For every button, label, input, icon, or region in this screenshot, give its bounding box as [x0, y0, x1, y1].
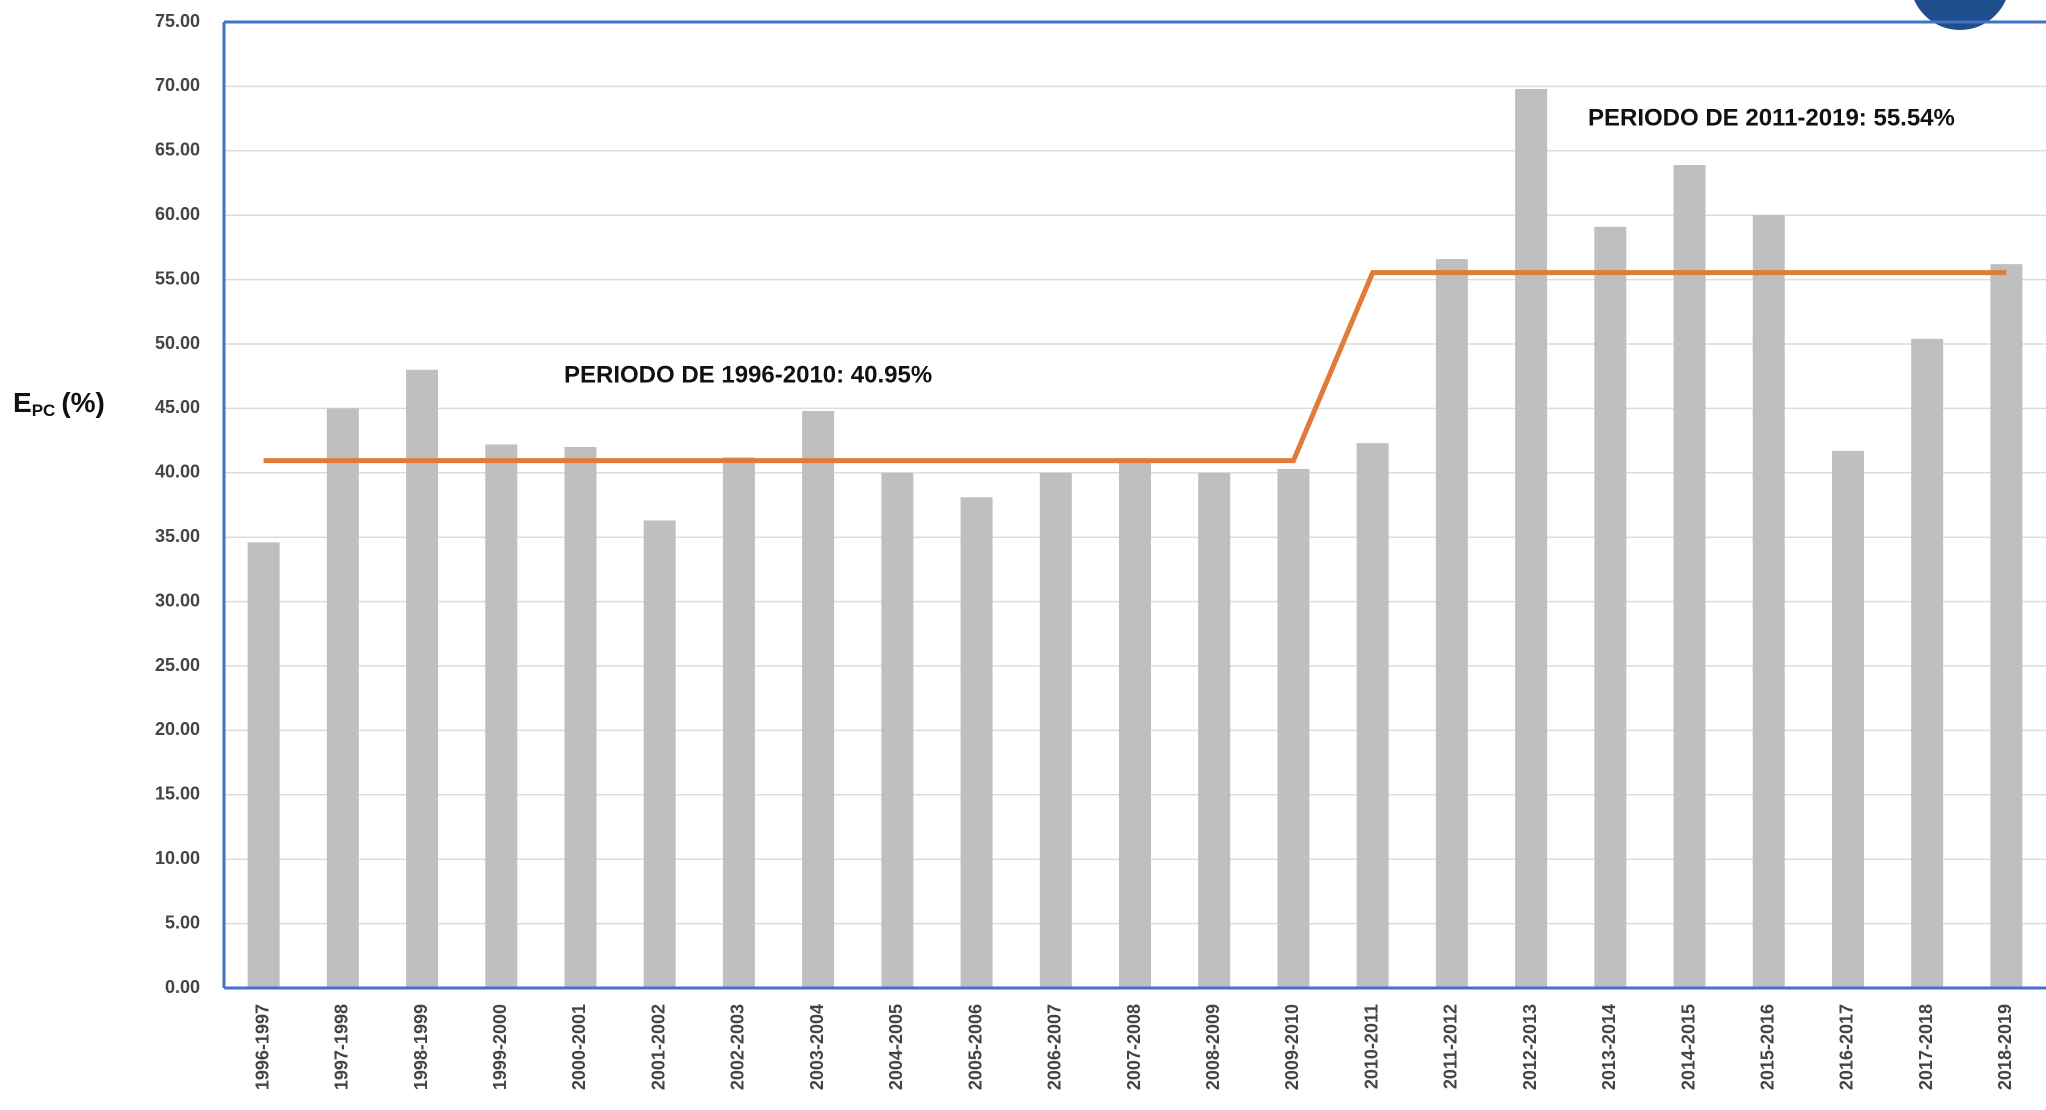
y-tick-label: 15.00 — [155, 784, 200, 804]
logo — [1914, 0, 2006, 30]
y-tick-label: 20.00 — [155, 719, 200, 739]
bar — [1752, 215, 1785, 988]
bar — [881, 472, 914, 988]
y-tick-label: 65.00 — [155, 140, 200, 160]
x-tick-label: 2003-2004 — [807, 1004, 827, 1090]
y-tick-label: 75.00 — [155, 11, 200, 31]
x-tick-label: 2012-2013 — [1520, 1004, 1540, 1090]
y-tick-label: 55.00 — [155, 268, 200, 288]
x-tick-label: 2010-2011 — [1361, 1004, 1381, 1089]
bar — [1039, 472, 1072, 988]
x-tick-label: 2017-2018 — [1916, 1004, 1936, 1090]
bar — [1198, 472, 1231, 988]
x-tick-label: 2007-2008 — [1124, 1004, 1144, 1090]
y-tick-label: 60.00 — [155, 204, 200, 224]
bar — [802, 410, 835, 988]
y-tick-label: 70.00 — [155, 75, 200, 95]
bar — [722, 457, 755, 988]
bar — [1515, 88, 1548, 988]
x-tick-label: 2018-2019 — [1995, 1004, 2015, 1090]
x-tick-label: 2015-2016 — [1757, 1004, 1777, 1090]
y-label-sub: PC — [32, 401, 56, 420]
x-tick-label: 1998-1999 — [411, 1004, 431, 1090]
bar — [1356, 443, 1389, 988]
x-tick-label: 1996-1997 — [252, 1004, 272, 1090]
bar — [1435, 258, 1468, 988]
y-tick-label: 45.00 — [155, 397, 200, 417]
bar — [1277, 468, 1310, 988]
y-label-main: E — [13, 387, 32, 418]
x-tick-label: 2014-2015 — [1678, 1004, 1698, 1090]
y-tick-label: 10.00 — [155, 848, 200, 868]
y-tick-label: 40.00 — [155, 462, 200, 482]
bar — [1119, 459, 1151, 988]
x-tick-label: 2002-2003 — [728, 1004, 748, 1090]
x-tick-label: 2004-2005 — [886, 1004, 906, 1090]
bar — [1990, 264, 2023, 988]
x-tick-label: 2013-2014 — [1599, 1004, 1619, 1090]
x-tick-label: 2008-2009 — [1203, 1004, 1223, 1090]
y-tick-label: 30.00 — [155, 590, 200, 610]
bar — [1673, 164, 1706, 988]
y-label-unit: (%) — [61, 387, 105, 418]
y-tick-label: 0.00 — [165, 977, 200, 997]
x-tick-label: 2000-2001 — [569, 1004, 589, 1090]
bar — [564, 447, 597, 988]
x-tick-label: 1999-2000 — [490, 1004, 510, 1090]
bar — [960, 497, 993, 988]
y-tick-label: 25.00 — [155, 655, 200, 675]
bar — [326, 408, 359, 988]
annotation: PERIODO DE 2011-2019: 55.54% — [1588, 104, 1955, 131]
x-tick-label: 2009-2010 — [1282, 1004, 1302, 1090]
y-tick-label: 35.00 — [155, 526, 200, 546]
x-tick-label: 2001-2002 — [648, 1004, 668, 1090]
bar — [1594, 226, 1627, 989]
bar — [1831, 450, 1864, 988]
annotation: PERIODO DE 1996-2010: 40.95% — [564, 361, 932, 388]
bar — [485, 444, 518, 988]
bar — [247, 542, 280, 988]
x-tick-label: 2005-2006 — [965, 1004, 985, 1090]
x-tick-label: 2006-2007 — [1045, 1004, 1065, 1090]
y-axis-label: EPC (%) — [13, 387, 105, 420]
y-tick-label: 50.00 — [155, 333, 200, 353]
average-line — [263, 270, 2007, 464]
bar — [406, 369, 439, 988]
y-tick-label: 5.00 — [165, 912, 200, 932]
bar — [643, 520, 676, 988]
x-tick-label: 1997-1998 — [332, 1004, 352, 1090]
x-tick-label: 2016-2017 — [1837, 1004, 1857, 1090]
bar — [1911, 338, 1944, 988]
x-tick-label: 2011-2012 — [1441, 1004, 1461, 1089]
